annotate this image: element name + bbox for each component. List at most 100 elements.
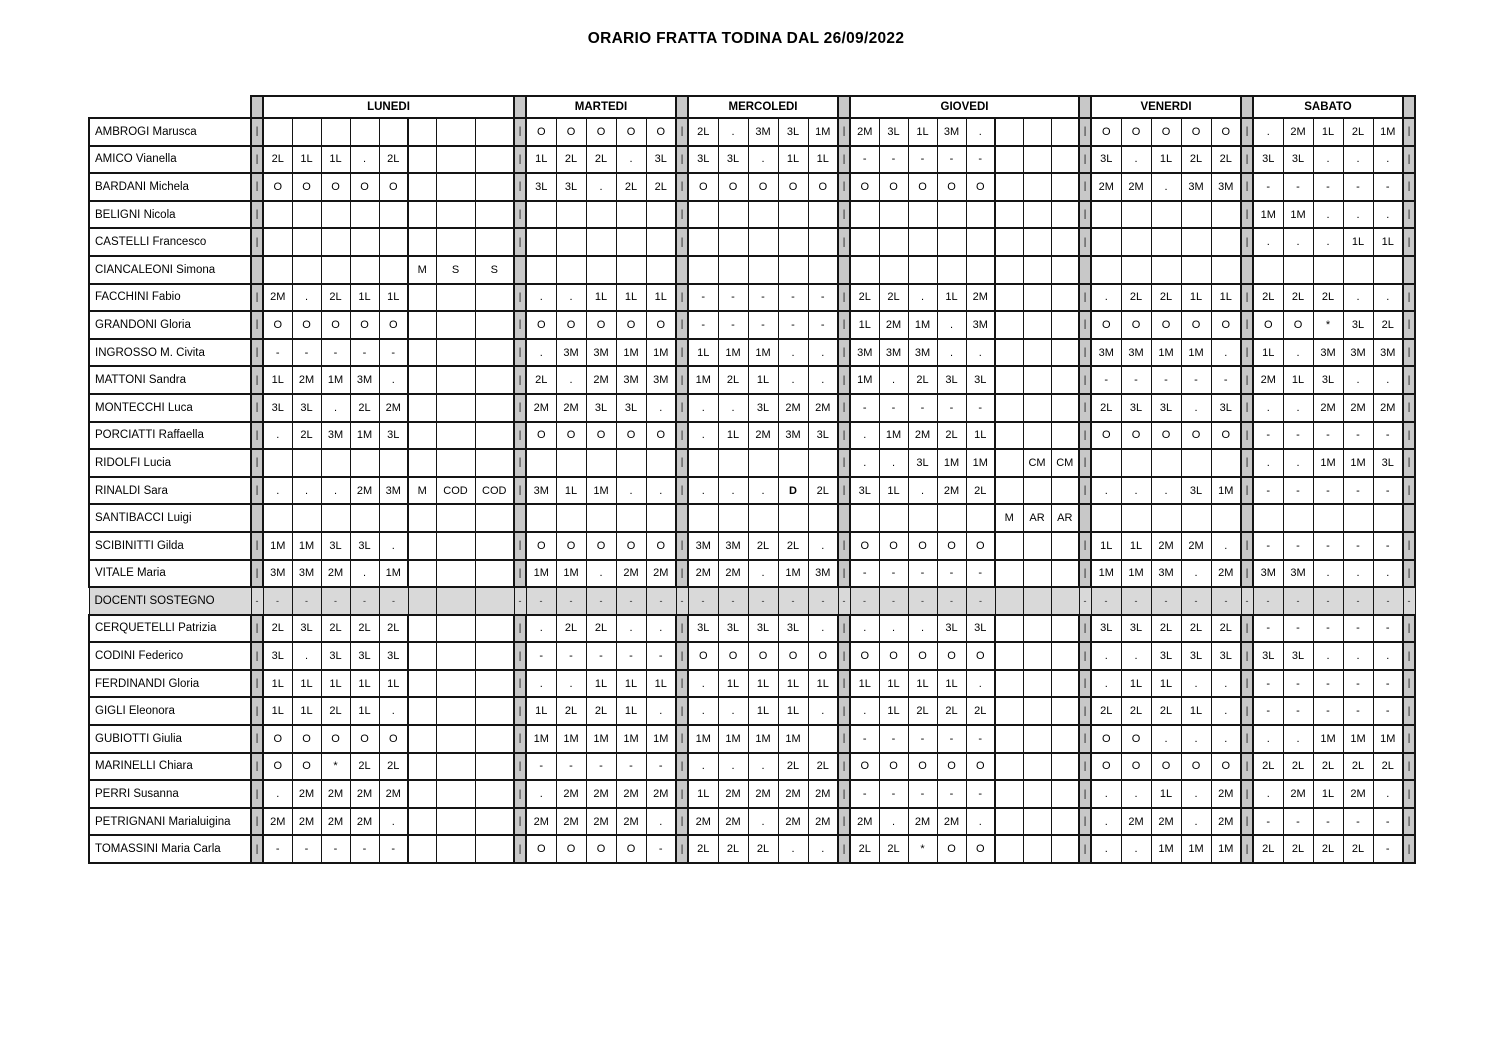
schedule-cell: [1022, 420, 1052, 451]
separator-cell: |: [675, 199, 689, 230]
schedule-cell: 3L: [615, 392, 647, 423]
schedule-cell: 2L: [747, 834, 779, 865]
schedule-cell: [747, 254, 779, 285]
separator-cell: [1078, 254, 1092, 285]
teacher-name: FACCHINI Fabio: [88, 282, 252, 313]
schedule-cell: [407, 172, 437, 202]
schedule-cell: [1180, 448, 1212, 478]
schedule-cell: 1L: [1282, 365, 1314, 395]
schedule-cell: [1180, 254, 1212, 285]
schedule-cell: [555, 254, 587, 285]
schedule-cell: 3L: [849, 475, 880, 506]
schedule-cell: [994, 475, 1024, 506]
schedule-cell: .: [378, 696, 409, 727]
schedule-cell: 3L: [1090, 613, 1122, 644]
schedule-cell: 2M: [717, 558, 749, 589]
schedule-cell: 2M: [349, 806, 380, 837]
schedule-cell: [878, 199, 909, 230]
schedule-cell: [1180, 503, 1212, 533]
separator-cell: |: [513, 310, 527, 340]
separator-cell: |: [1078, 199, 1092, 230]
schedule-cell: 2L: [1150, 696, 1182, 727]
schedule-cell: [994, 310, 1024, 340]
separator-cell: |: [675, 779, 689, 809]
separator-cell: |: [675, 227, 689, 257]
schedule-cell: [1050, 227, 1080, 257]
schedule-cell: .: [1210, 337, 1242, 368]
schedule-cell: [435, 724, 476, 754]
schedule-cell: 1M: [525, 724, 557, 754]
schedule-cell: 2L: [1150, 282, 1182, 313]
schedule-cell: O: [936, 751, 967, 782]
separator-cell: |: [1078, 392, 1092, 423]
schedule-cell: .: [687, 751, 719, 782]
schedule-cell: [965, 254, 996, 285]
schedule-cell: [994, 365, 1024, 395]
schedule-cell: 3L: [907, 448, 938, 478]
table-row: GRANDONI Gloria | O O O O O | O O O O O | - - - - - | 1L 2M 1M…: [88, 310, 1416, 340]
separator-cell: [1240, 254, 1254, 285]
schedule-cell: .: [1342, 144, 1374, 175]
schedule-cell: 2M: [320, 558, 351, 589]
schedule-cell: 3L: [291, 392, 322, 423]
schedule-cell: [1120, 227, 1152, 257]
schedule-cell: O: [1090, 724, 1122, 754]
separator-cell: [1078, 95, 1092, 119]
schedule-cell: [1022, 586, 1052, 616]
schedule-cell: [1022, 641, 1052, 671]
schedule-cell: [435, 117, 476, 147]
schedule-cell: O: [585, 420, 617, 451]
separator-cell: |: [1078, 558, 1092, 589]
schedule-cell: [585, 227, 617, 257]
schedule-cell: 1M: [1150, 834, 1182, 865]
schedule-cell: O: [320, 724, 351, 754]
schedule-cell: 1L: [807, 668, 839, 699]
separator-cell: |: [513, 475, 527, 506]
schedule-cell: 3M: [349, 365, 380, 395]
schedule-cell: .: [1120, 144, 1152, 175]
schedule-cell: .: [320, 392, 351, 423]
schedule-cell: 1M: [320, 365, 351, 395]
separator-cell: |: [1402, 696, 1416, 727]
schedule-cell: [994, 834, 1024, 865]
table-row: PETRIGNANI Marialuigina | 2M 2M 2M 2M. | 2M 2M 2M…: [88, 806, 1416, 837]
schedule-cell: [349, 117, 380, 147]
schedule-cell: 1M: [1312, 724, 1344, 754]
schedule-cell: -: [1312, 172, 1344, 202]
table-row: RINALDI Sara |... 2M 3M M COD COD | 3M 1L 1M.. |...…: [88, 475, 1416, 506]
schedule-cell: [435, 365, 476, 395]
schedule-cell: 1M: [645, 724, 677, 754]
schedule-cell: [1050, 117, 1080, 147]
schedule-cell: [474, 420, 515, 451]
schedule-cell: 1L: [291, 668, 322, 699]
separator-cell: |: [250, 834, 264, 865]
schedule-cell: 1L: [777, 668, 809, 699]
separator-cell: |: [250, 668, 264, 699]
schedule-cell: 2L: [936, 696, 967, 727]
schedule-cell: O: [849, 641, 880, 671]
schedule-cell: [994, 641, 1024, 671]
schedule-cell: 1L: [807, 144, 839, 175]
schedule-cell: [407, 530, 437, 561]
schedule-cell: [435, 696, 476, 727]
separator-cell: [675, 95, 689, 119]
schedule-cell: .: [555, 365, 587, 395]
schedule-cell: [1050, 282, 1080, 313]
schedule-cell: [474, 503, 515, 533]
schedule-cell: .: [320, 475, 351, 506]
schedule-cell: -: [687, 586, 719, 616]
schedule-cell: [585, 448, 617, 478]
schedule-cell: [1210, 227, 1242, 257]
schedule-cell: 2M: [585, 806, 617, 837]
separator-cell: |: [837, 641, 851, 671]
schedule-cell: COD: [474, 475, 515, 506]
separator-cell: |: [250, 392, 264, 423]
schedule-cell: 3L: [1090, 144, 1122, 175]
separator-cell: |: [1402, 530, 1416, 561]
schedule-cell: [1372, 254, 1404, 285]
schedule-cell: .: [687, 420, 719, 451]
schedule-cell: .: [525, 282, 557, 313]
schedule-cell: -: [615, 751, 647, 782]
schedule-cell: -: [645, 586, 677, 616]
schedule-cell: 3L: [1180, 641, 1212, 671]
